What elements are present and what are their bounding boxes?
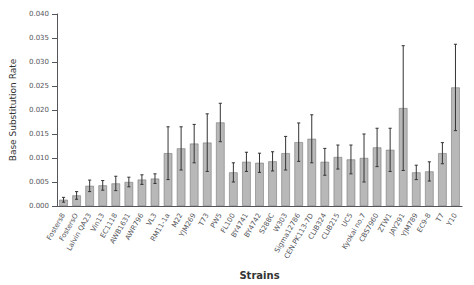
svg-text:0.005: 0.005 [29, 178, 49, 186]
svg-text:BY4742: BY4742 [243, 212, 263, 239]
svg-text:JAY291: JAY291 [387, 212, 407, 237]
svg-text:0.040: 0.040 [29, 10, 49, 18]
svg-text:0.020: 0.020 [29, 106, 49, 114]
svg-text:0.000: 0.000 [29, 202, 49, 210]
svg-text:BY4741: BY4741 [229, 212, 250, 239]
svg-text:Kyokai no.7: Kyokai no.7 [340, 212, 368, 251]
svg-text:ZTW1: ZTW1 [376, 212, 394, 234]
svg-text:Strains: Strains [239, 270, 279, 281]
svg-text:CLIB324: CLIB324 [306, 212, 329, 242]
svg-text:UC5: UC5 [340, 212, 355, 229]
svg-text:0.025: 0.025 [29, 82, 49, 90]
svg-text:Vin13: Vin13 [89, 212, 107, 234]
svg-text:CBS7960: CBS7960 [357, 212, 381, 244]
svg-text:Y10: Y10 [445, 212, 459, 228]
svg-text:Lalvin QA23: Lalvin QA23 [65, 212, 93, 252]
svg-text:Sigma12786: Sigma12786 [273, 212, 303, 255]
svg-text:S288C: S288C [258, 212, 276, 236]
svg-text:0.015: 0.015 [29, 130, 49, 138]
svg-text:CLIB215: CLIB215 [320, 212, 341, 241]
svg-text:PW5: PW5 [209, 212, 224, 230]
svg-text:YJM789: YJM789 [399, 212, 419, 239]
svg-text:EC1118: EC1118 [98, 212, 120, 240]
svg-text:RM11-1a: RM11-1a [149, 212, 171, 243]
svg-text:VL3: VL3 [145, 212, 159, 228]
svg-text:T73: T73 [197, 212, 211, 228]
svg-text:0.035: 0.035 [29, 34, 49, 42]
svg-text:CEN.PK113-7D: CEN.PK113-7D [282, 212, 316, 261]
svg-text:AWB1631: AWB1631 [108, 212, 133, 246]
svg-text:FostersO: FostersO [57, 212, 81, 243]
svg-text:0.010: 0.010 [29, 154, 49, 162]
svg-text:AWR796: AWR796 [124, 212, 146, 242]
svg-text:FL100: FL100 [219, 212, 237, 235]
svg-text:0.030: 0.030 [29, 58, 49, 66]
svg-text:YJM269: YJM269 [177, 212, 197, 239]
svg-text:Fosters8: Fosters8 [45, 212, 67, 242]
svg-text:EC9-8: EC9-8 [416, 212, 433, 234]
svg-text:Base Substitution Rate: Base Substitution Rate [8, 58, 18, 161]
svg-text:M22: M22 [170, 212, 185, 229]
svg-text:W303: W303 [272, 212, 290, 234]
svg-text:T7: T7 [434, 212, 446, 224]
